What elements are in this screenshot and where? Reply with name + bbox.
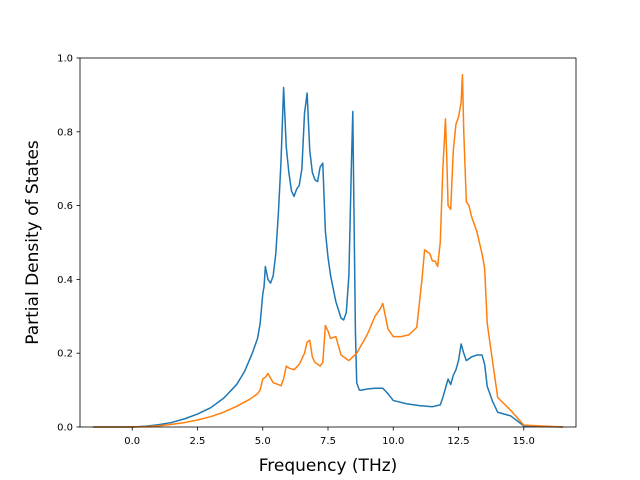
x-tick-label: 10.0 bbox=[382, 436, 404, 447]
series-layer bbox=[93, 73, 563, 428]
y-tick-label: 1.0 bbox=[57, 54, 73, 65]
series-line-2 bbox=[93, 73, 563, 428]
x-tick-label: 2.5 bbox=[190, 436, 206, 447]
x-axis-label: Frequency (THz) bbox=[259, 456, 398, 476]
x-tick-label: 7.5 bbox=[320, 436, 336, 447]
x-tick-label: 0.0 bbox=[124, 436, 140, 447]
x-axis-ticks: 0.0 2.5 5.0 7.5 10.0 12.5 15.0 bbox=[124, 427, 535, 447]
y-axis-ticks: 0.0 0.2 0.4 0.6 0.8 1.0 bbox=[57, 54, 80, 434]
y-tick-label: 0.6 bbox=[57, 201, 73, 212]
series-line-1 bbox=[93, 86, 563, 428]
y-tick-label: 0.0 bbox=[57, 423, 73, 434]
y-tick-label: 0.4 bbox=[57, 275, 73, 286]
x-tick-label: 5.0 bbox=[255, 436, 271, 447]
x-tick-label: 15.0 bbox=[513, 436, 535, 447]
y-tick-label: 0.8 bbox=[57, 127, 73, 138]
x-tick-label: 12.5 bbox=[447, 436, 469, 447]
y-axis-label: Partial Density of States bbox=[23, 140, 43, 345]
y-tick-label: 0.2 bbox=[57, 349, 73, 360]
